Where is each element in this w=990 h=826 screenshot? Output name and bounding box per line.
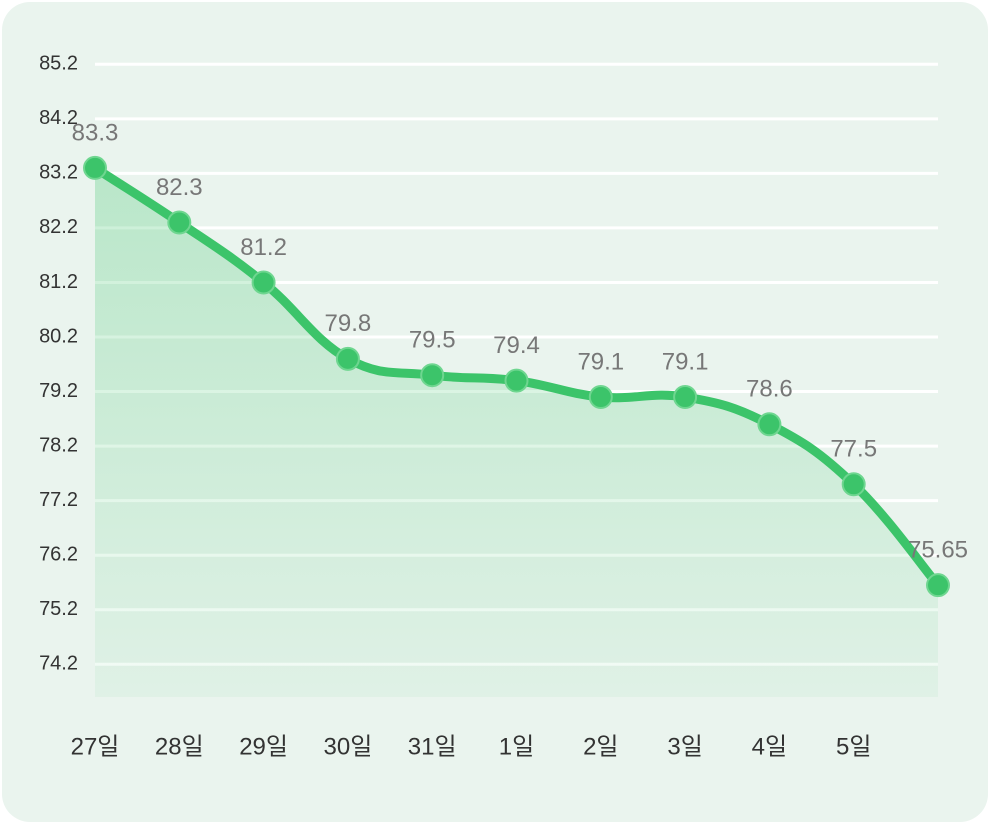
y-tick-label: 79.2: [39, 380, 78, 402]
area: [95, 167, 938, 698]
y-tick-label: 81.2: [39, 271, 78, 293]
value-label: 79.4: [493, 332, 540, 359]
y-tick-label: 85.2: [39, 53, 78, 75]
point: [926, 573, 950, 598]
value-label: 78.6: [746, 376, 793, 403]
x-tick-label: 31일: [408, 733, 457, 760]
point: [420, 363, 445, 388]
y-tick-label: 74.2: [39, 653, 78, 675]
value-label: 77.5: [830, 436, 877, 463]
point: [167, 210, 192, 235]
y-tick-label: 82.2: [39, 216, 78, 238]
point: [757, 412, 782, 437]
point: [673, 385, 698, 410]
y-tick-label: 78.2: [39, 434, 78, 456]
point: [588, 385, 613, 410]
y-tick-label: 75.2: [39, 598, 78, 620]
value-label: 81.2: [240, 234, 287, 261]
y-tick-label: 83.2: [39, 162, 78, 184]
point: [251, 270, 276, 295]
value-label: 79.1: [662, 348, 709, 375]
x-tick-label: 1일: [499, 733, 534, 760]
value-label: 79.1: [577, 348, 624, 375]
point: [504, 368, 529, 393]
value-label: 75.65: [908, 537, 968, 564]
y-tick-label: 76.2: [39, 543, 78, 565]
value-label: 82.3: [156, 174, 203, 201]
y-tick-label: 84.2: [39, 107, 78, 129]
x-tick-label: 4일: [752, 733, 787, 760]
x-tick-label: 5일: [836, 733, 871, 760]
point: [841, 472, 866, 497]
x-tick-label: 27일: [71, 733, 120, 760]
x-tick-label: 28일: [155, 733, 204, 760]
value-label: 79.5: [409, 327, 456, 354]
x-tick-label: 3일: [667, 733, 702, 760]
x-tick-label: 30일: [324, 733, 373, 760]
y-tick-label: 77.2: [39, 489, 78, 511]
x-tick-label: 29일: [239, 733, 288, 760]
x-tick-label: 2일: [583, 733, 618, 760]
y-tick-label: 80.2: [39, 325, 78, 347]
point: [335, 346, 360, 371]
value-label: 83.3: [72, 119, 119, 146]
point: [83, 155, 107, 180]
value-label: 79.8: [325, 310, 372, 337]
